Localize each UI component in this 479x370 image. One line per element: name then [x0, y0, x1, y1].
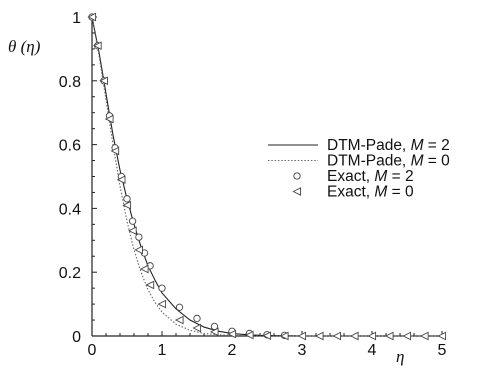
- data-point-triangle: [437, 331, 447, 341]
- y-tick-label: 0.4: [59, 201, 81, 218]
- legend-label: Exact, M = 2: [327, 168, 414, 185]
- data-point-triangle: [244, 330, 254, 340]
- legend-entry: Exact, M = 0: [292, 184, 414, 201]
- series-3: [88, 13, 289, 340]
- legend-label: DTM-Pade, M = 0: [327, 153, 450, 170]
- data-point-triangle: [314, 331, 324, 341]
- y-tick-label: 0.6: [59, 138, 81, 155]
- legend-entry: DTM-Pade, M = 2: [268, 137, 450, 154]
- data-point-triangle: [134, 245, 143, 255]
- data-point-triangle: [367, 331, 377, 341]
- data-point-circle: [135, 233, 143, 241]
- y-tick-label: 0.2: [59, 265, 81, 282]
- legend-entry: Exact, M = 2: [293, 168, 414, 185]
- data-point-triangle: [92, 41, 102, 51]
- data-point-triangle: [99, 76, 108, 86]
- data-point-triangle: [262, 331, 272, 341]
- y-axis-label: θ (η): [8, 37, 41, 56]
- data-point-triangle: [139, 264, 149, 274]
- data-point-circle: [175, 303, 184, 311]
- data-point-triangle: [174, 315, 184, 325]
- x-tick-label: 2: [228, 342, 237, 359]
- data-point-triangle: [157, 299, 167, 309]
- data-point-circle: [193, 314, 201, 323]
- legend-swatch: [292, 187, 302, 196]
- data-point-triangle: [145, 280, 155, 290]
- x-tick-label: 5: [438, 342, 447, 359]
- data-point-triangle: [297, 331, 307, 341]
- data-point-triangle: [384, 331, 394, 341]
- data-point-triangle: [332, 331, 342, 341]
- data-point-triangle: [192, 323, 202, 333]
- data-point-triangle: [227, 329, 237, 339]
- x-tick-label: 0: [88, 342, 97, 359]
- data-point-circle: [158, 284, 166, 292]
- y-tick-label: 0: [72, 329, 81, 346]
- legend-label: Exact, M = 0: [327, 184, 414, 201]
- data-point-circle: [128, 217, 137, 225]
- y-tick-label: 1: [72, 10, 81, 27]
- data-point-triangle: [127, 226, 137, 236]
- legend-swatch: [293, 172, 301, 180]
- data-point-triangle: [104, 114, 114, 124]
- data-point-triangle: [402, 331, 412, 341]
- data-point-triangle: [110, 146, 120, 156]
- data-point-triangle: [349, 331, 359, 341]
- data-point-triangle: [419, 331, 429, 341]
- legend-entry: DTM-Pade, M = 0: [268, 153, 450, 170]
- data-point-triangle: [116, 175, 126, 185]
- x-axis-label: η: [396, 347, 404, 366]
- legend-label: DTM-Pade, M = 2: [327, 137, 450, 154]
- data-point-circle: [123, 195, 131, 203]
- x-tick-label: 3: [298, 342, 307, 359]
- x-tick-label: 4: [368, 342, 377, 359]
- y-tick-label: 0.8: [59, 74, 81, 91]
- series-4: [87, 12, 447, 341]
- series-layer: [87, 12, 447, 341]
- data-point-triangle: [122, 200, 132, 210]
- data-point-triangle: [279, 331, 289, 341]
- data-point-triangle: [209, 327, 219, 337]
- x-tick-label: 1: [158, 342, 167, 359]
- data-point-triangle: [87, 12, 97, 22]
